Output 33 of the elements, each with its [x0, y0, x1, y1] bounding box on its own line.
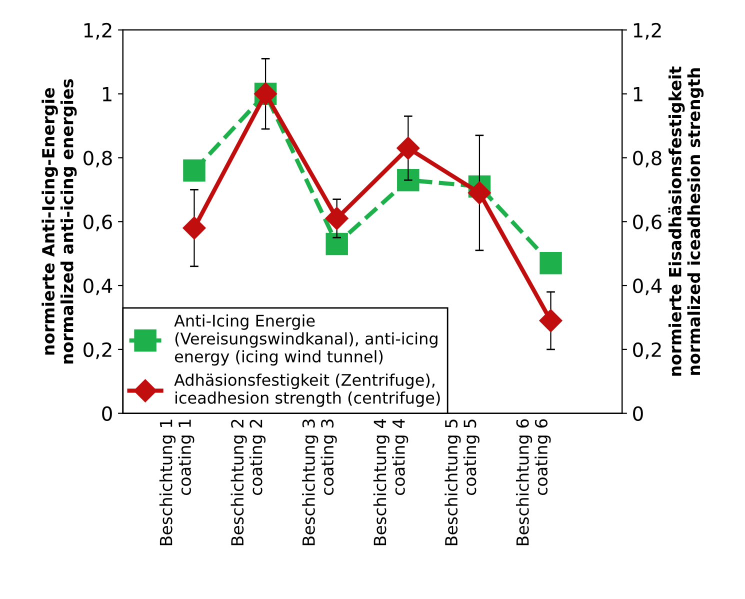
x-tick-label: Beschichtung 3 coating 3: [302, 420, 337, 546]
x-tick-label: Beschichtung 4 coating 4: [373, 419, 408, 546]
y2-tick-label: 0,6: [633, 214, 662, 232]
y-tick-label: 0,6: [84, 214, 112, 232]
y2-tick-label: 0,2: [633, 342, 661, 360]
x-tick-label: Beschichtung 1 coating 1: [159, 420, 194, 546]
point: [183, 159, 206, 182]
point: [326, 232, 348, 256]
y-axis-title: normierte Anti-Icing-Energie normalized anti-icing energies: [42, 79, 77, 364]
y-tick-label: 1: [102, 87, 112, 102]
point: [468, 181, 491, 204]
point: [539, 309, 562, 332]
y2-tick-label: 1,2: [634, 22, 661, 40]
y2-tick-label: 1: [634, 87, 642, 102]
y-tick-label: 1,2: [84, 22, 112, 40]
y2-axis-title: normierte Eisadhäsionsfestigkeit normalized iceadhesion strength: [668, 66, 704, 376]
y2-tick-label: 0,8: [633, 150, 662, 168]
point: [396, 136, 420, 160]
x-tick-label: Beschichtung 6 coating 6: [516, 419, 551, 546]
point: [182, 216, 206, 240]
x-tick-label: Beschichtung 2 coating 2: [230, 420, 266, 546]
point: [325, 206, 348, 230]
y-tick-label: 0,4: [84, 278, 112, 296]
point: [540, 252, 562, 274]
y2-tick-label: 0: [633, 406, 643, 421]
y-tick-label: 0,2: [84, 342, 112, 360]
x-tick-label: Beschichtung 5 coating 5: [444, 420, 480, 546]
legend-label: Adhäsionsfestigkeit (Zentrifuge), iceadhesion strength (centrifuge): [174, 374, 440, 407]
legend-label: Anti-Icing Energie (Vereisungswindkanal), anti-icing energy (icing wind tunnel): [174, 314, 438, 366]
y-tick-label: 0,8: [84, 150, 112, 168]
y-tick-label: 0: [102, 406, 112, 421]
y2-tick-label: 0,4: [633, 278, 662, 296]
point: [397, 168, 420, 192]
